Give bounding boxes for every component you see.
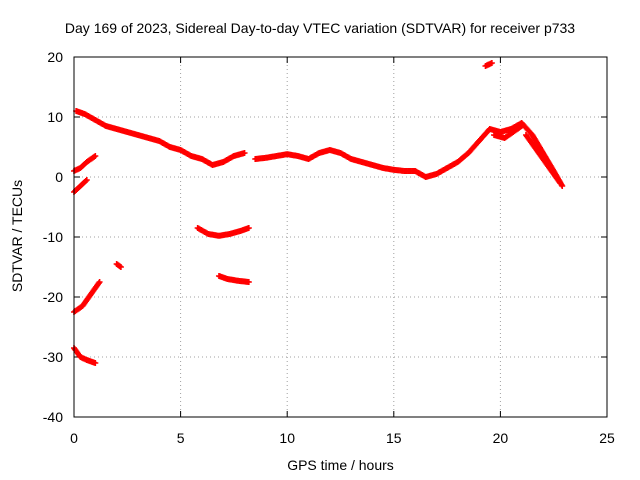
series-arc-rise <box>71 153 99 174</box>
data-point <box>83 177 90 183</box>
data-point <box>488 60 495 66</box>
x-tick-label: 20 <box>493 430 509 446</box>
y-tick-label: -20 <box>43 289 63 305</box>
y-tick-label: -40 <box>43 409 63 425</box>
x-tick-label: 0 <box>70 430 78 446</box>
x-tick-label: 5 <box>177 430 185 446</box>
series-arc-minus17 <box>215 273 252 285</box>
grid-lines <box>74 57 607 417</box>
series-arc-high <box>482 60 495 69</box>
x-axis-label: GPS time / hours <box>287 457 394 473</box>
data-points <box>71 60 566 366</box>
chart-title: Day 169 of 2023, Sidereal Day-to-day VTE… <box>64 20 576 36</box>
data-point <box>96 279 103 285</box>
series-arc-minus9 <box>194 225 252 239</box>
y-tick-label: -30 <box>43 349 63 365</box>
data-point <box>245 225 252 231</box>
x-tick-label: 25 <box>599 430 615 446</box>
series-arc-late <box>491 123 525 141</box>
x-tick-label: 15 <box>386 430 402 446</box>
y-tick-label: -10 <box>43 229 63 245</box>
series-arc-main-2 <box>252 120 566 189</box>
data-point <box>245 279 252 285</box>
y-tick-label: 20 <box>47 49 63 65</box>
series-arc-minus14 <box>113 261 124 270</box>
x-tick-label: 10 <box>279 430 295 446</box>
data-point <box>92 153 99 159</box>
series-arc-drop <box>522 132 564 186</box>
axis-ticks: 0 5 10 15 20 25 -40 -30 -20 -10 0 10 20 <box>43 49 615 446</box>
data-point <box>518 123 525 129</box>
y-axis-label: SDTVAR / TECUs <box>9 179 25 293</box>
data-point <box>117 264 124 270</box>
series-arc-minus30 <box>71 345 99 366</box>
data-point <box>557 180 564 186</box>
series-arc-main-1 <box>73 108 248 168</box>
data-point <box>92 360 99 366</box>
plot-frame <box>73 56 608 418</box>
data-point <box>241 150 248 156</box>
data-point <box>82 178 89 184</box>
y-tick-label: 10 <box>47 109 63 125</box>
y-tick-label: 0 <box>55 169 63 185</box>
series-arc-minus22 <box>71 279 103 315</box>
